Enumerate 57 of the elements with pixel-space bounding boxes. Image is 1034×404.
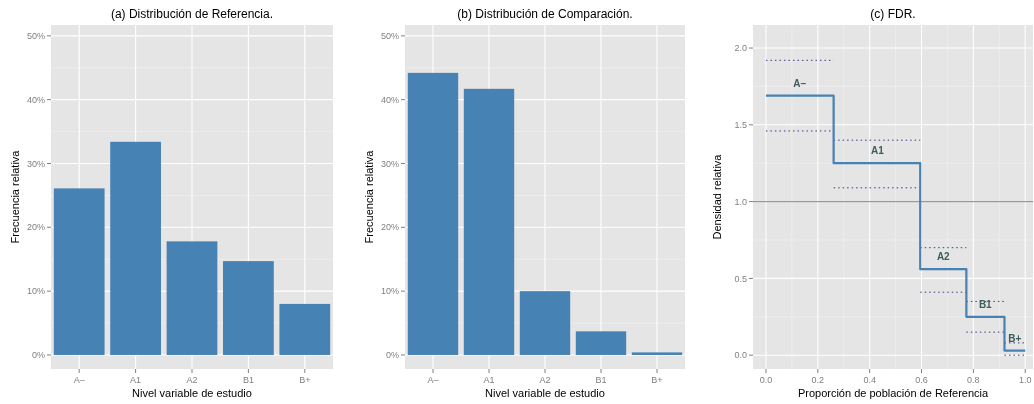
x-tick-label: B1 (242, 375, 254, 385)
x-tick-label: B+ (299, 375, 311, 385)
bar (575, 331, 627, 355)
chart-title: (c) FDR. (870, 7, 916, 21)
x-tick-label: A1 (483, 375, 495, 385)
x-tick-label: 0.4 (863, 375, 876, 385)
y-tick-label: 50% (26, 31, 45, 41)
y-tick-label: 0.5 (734, 273, 747, 284)
x-axis-title: Proporción de población de Referencia (797, 387, 989, 399)
annotation: A2 (936, 251, 951, 263)
y-tick-label: 40% (26, 94, 45, 105)
y-axis-title: Frecuencia relativa (363, 149, 375, 244)
y-tick-label: 40% (380, 94, 399, 105)
chart-title: (b) Distribución de Comparación. (457, 7, 633, 21)
bar (110, 141, 161, 355)
bar (631, 352, 683, 355)
y-tick-label: 10% (380, 286, 399, 297)
y-tick-label: 1.5 (734, 119, 747, 130)
x-tick-label: 0.2 (811, 375, 825, 385)
y-tick-label: 20% (26, 222, 45, 233)
y-tick-label: 30% (380, 158, 399, 169)
y-axis-title: Frecuencia relativa (9, 149, 21, 244)
y-tick-label: 1.0 (734, 196, 747, 207)
y-tick-label: 2.0 (734, 43, 747, 54)
x-tick-label: A– (73, 375, 85, 385)
bar (53, 188, 105, 355)
bar (279, 303, 331, 355)
x-tick-label: A1 (130, 375, 142, 385)
x-tick-label: B1 (595, 375, 607, 385)
x-tick-label: A2 (539, 375, 551, 385)
x-tick-label: 0.6 (915, 375, 928, 385)
x-axis-title: Nivel variable de estudio (485, 387, 605, 399)
x-tick-label: A– (427, 375, 439, 385)
chart-title: (a) Distribución de Referencia. (110, 7, 274, 21)
bar (166, 241, 218, 355)
y-tick-label: 10% (26, 286, 45, 297)
y-tick-label: 20% (380, 222, 399, 233)
bar (407, 72, 459, 355)
x-axis-title: Nivel variable de estudio (132, 387, 252, 399)
y-tick-label: 0.0 (734, 350, 747, 361)
x-tick-label: 0.0 (759, 375, 773, 385)
annotation: A1 (871, 145, 885, 157)
x-tick-label: 0.8 (967, 375, 980, 385)
annotation: B+ (1008, 332, 1022, 344)
x-tick-label: 1.0 (1018, 375, 1032, 385)
annotation: B1 (978, 298, 993, 310)
annotation: A– (793, 77, 807, 89)
y-tick-label: 30% (26, 158, 45, 169)
y-tick-label: 0% (31, 350, 45, 361)
y-tick-label: 50% (380, 31, 399, 41)
bar (519, 291, 571, 355)
bar (463, 88, 515, 355)
bar (223, 261, 274, 355)
x-tick-label: A2 (186, 375, 198, 385)
x-tick-label: B+ (651, 375, 663, 385)
y-axis-title: Densidad relativa (711, 153, 723, 240)
y-tick-label: 0% (385, 350, 399, 361)
